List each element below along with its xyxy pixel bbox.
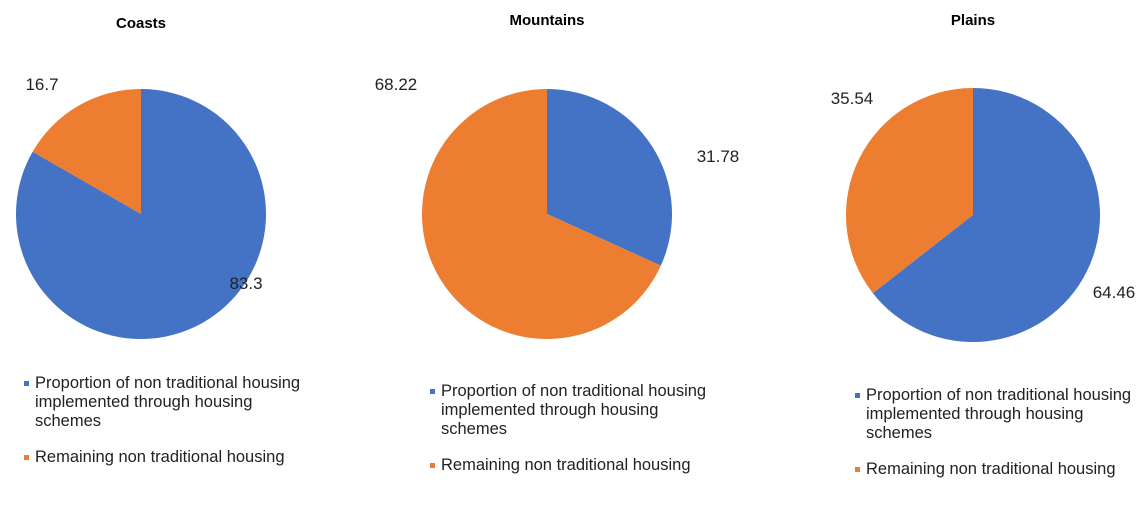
legend: Proportion of non traditional housing im… xyxy=(855,386,1142,496)
pie-slice xyxy=(15,89,267,339)
chart-title: Coasts xyxy=(116,15,166,32)
legend-entry: Proportion of non traditional housing im… xyxy=(855,386,1142,443)
legend: Proportion of non traditional housing im… xyxy=(430,382,720,492)
legend-swatch xyxy=(855,467,860,472)
chart-title: Plains xyxy=(951,12,995,29)
legend-swatch xyxy=(855,393,860,398)
data-label: 68.22 xyxy=(375,75,418,94)
legend-label: Remaining non traditional housing xyxy=(35,448,285,466)
data-label: 31.78 xyxy=(697,147,740,166)
legend-label: Proportion of non traditional housing im… xyxy=(441,382,707,438)
legend-entry: Proportion of non traditional housing im… xyxy=(24,374,314,431)
legend-label: Proportion of non traditional housing im… xyxy=(35,374,301,430)
pie-slice xyxy=(422,89,661,339)
data-label: 83.3 xyxy=(229,274,262,293)
pie-slice xyxy=(32,89,141,214)
legend-swatch xyxy=(430,389,435,394)
pie-slice xyxy=(547,89,673,266)
legend-entry: Proportion of non traditional housing im… xyxy=(430,382,720,439)
legend-entry: Remaining non traditional housing xyxy=(430,456,720,475)
legend-entry: Remaining non traditional housing xyxy=(24,448,314,467)
legend-label: Proportion of non traditional housing im… xyxy=(866,386,1132,442)
chart-title: Mountains xyxy=(510,12,585,29)
data-label: 64.46 xyxy=(1093,283,1136,302)
data-label: 16.7 xyxy=(25,75,58,94)
legend-swatch xyxy=(24,381,29,386)
legend-label: Remaining non traditional housing xyxy=(866,460,1116,478)
pie-slice xyxy=(872,88,1100,343)
legend: Proportion of non traditional housing im… xyxy=(24,374,314,484)
legend-swatch xyxy=(24,455,29,460)
legend-swatch xyxy=(430,463,435,468)
data-label: 35.54 xyxy=(831,89,874,108)
legend-label: Remaining non traditional housing xyxy=(441,456,691,474)
pie-slice xyxy=(846,88,973,294)
legend-entry: Remaining non traditional housing xyxy=(855,460,1142,479)
